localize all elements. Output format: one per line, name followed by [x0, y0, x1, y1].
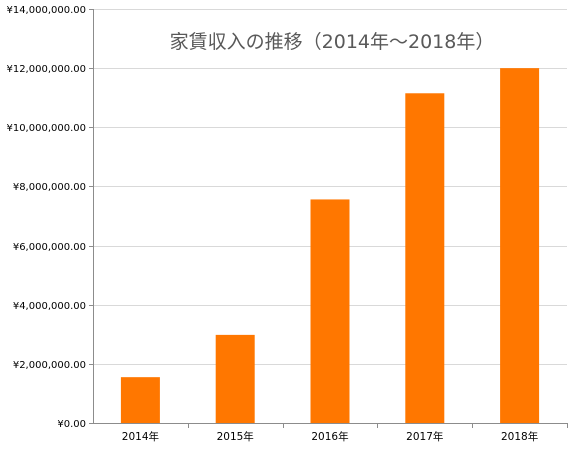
y-tick-label: ¥6,000,000.00	[13, 242, 86, 253]
y-tick-label: ¥2,000,000.00	[13, 360, 86, 371]
bar	[310, 199, 350, 423]
y-tick-label: ¥10,000,000.00	[6, 123, 86, 134]
chart-title: 家賃収入の推移（2014年～2018年）	[170, 31, 495, 53]
y-tick-label: ¥4,000,000.00	[13, 301, 86, 312]
y-tick-label: ¥14,000,000.00	[6, 5, 86, 16]
bar	[120, 377, 160, 423]
y-axis-tick-labels: ¥0.00 ¥2,000,000.00 ¥4,000,000.00 ¥6,000,00…	[6, 5, 86, 430]
bar	[215, 334, 255, 423]
y-tick-label: ¥12,000,000.00	[6, 64, 86, 75]
x-axis-tick-labels: 2014年 2015年 2016年 2017年 2018年	[122, 430, 538, 443]
x-tick-label: 2018年	[501, 430, 538, 443]
bars	[120, 68, 540, 424]
x-tick-label: 2017年	[406, 430, 443, 443]
y-tick-label: ¥8,000,000.00	[13, 182, 86, 193]
y-tick-label: ¥0.00	[57, 419, 86, 430]
x-tick-label: 2016年	[311, 430, 348, 443]
x-tick-label: 2014年	[122, 430, 159, 443]
bar	[405, 93, 445, 424]
axes	[89, 9, 568, 428]
bar	[500, 68, 540, 424]
x-tick-label: 2015年	[217, 430, 254, 443]
